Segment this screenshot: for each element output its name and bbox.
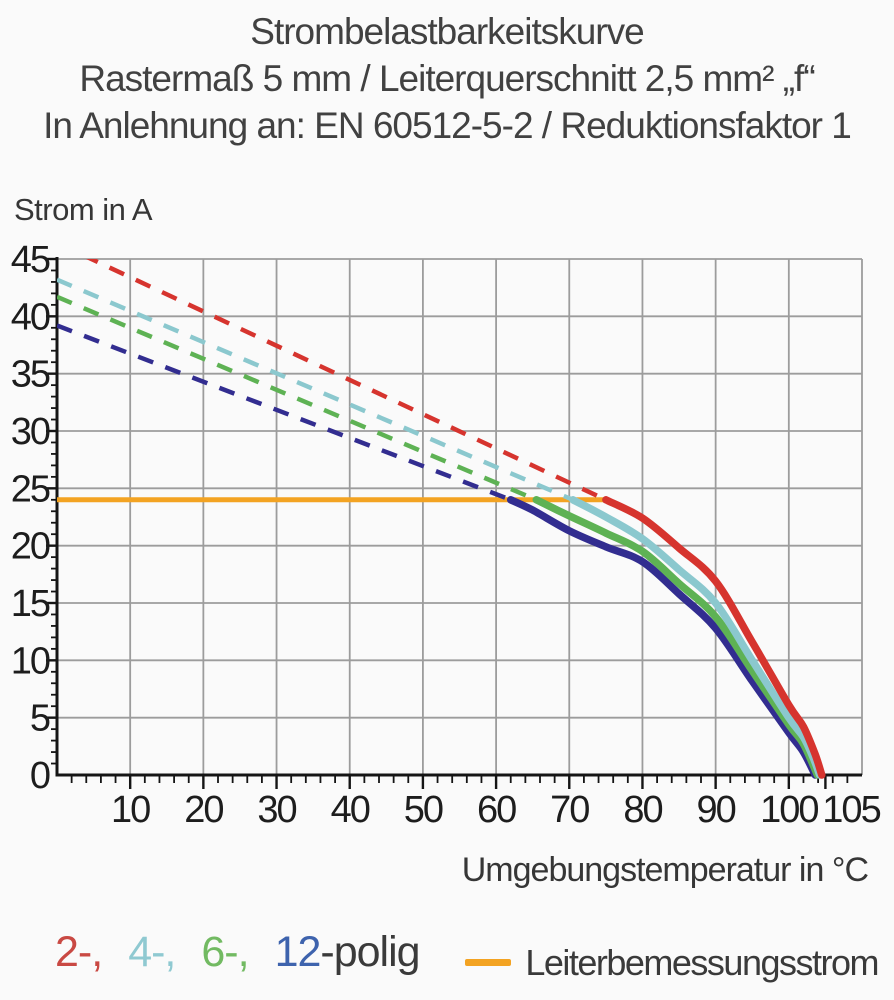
curve-6-polig bbox=[532, 496, 822, 779]
y-tick-label: 0 bbox=[30, 755, 50, 797]
y-tick-label: 35 bbox=[11, 354, 50, 396]
chart-canvas: 0 5 10 15 20 25 30 35 40 45 10 20 30 40 50 60 70 80 90 100 1… bbox=[11, 239, 883, 831]
curve-2-polig bbox=[602, 496, 826, 779]
legend-reference: Leiterbemessungsstrom bbox=[465, 941, 879, 984]
legend-poles-suffix: -polig bbox=[320, 928, 420, 976]
curve-4-polig bbox=[569, 496, 824, 779]
legend-pole-4: 4-, bbox=[128, 928, 176, 976]
dashed-curve-4-polig bbox=[57, 277, 574, 502]
title-line-3: In Anlehnung an: EN 60512-5-2 / Reduktio… bbox=[43, 105, 852, 146]
y-axis-title: Strom in A bbox=[14, 192, 153, 227]
y-tick-label: 10 bbox=[11, 640, 50, 682]
title-line-1: Strombelastbarkeitskurve bbox=[250, 11, 644, 52]
y-tick-label: 20 bbox=[11, 526, 50, 568]
x-tick-label: 60 bbox=[477, 789, 516, 831]
legend: 2-, 4-, 6-, 12 -polig Leiterbemessungsst… bbox=[55, 928, 879, 984]
x-axis-title: Umgebungstemperatur in °C bbox=[461, 851, 869, 889]
x-tick-label: 30 bbox=[257, 789, 296, 831]
dashed-curve-12-polig bbox=[57, 323, 512, 502]
x-tick-label: 50 bbox=[404, 789, 443, 831]
legend-pole-6: 6-, bbox=[201, 928, 249, 976]
reference-line-label: Leiterbemessungsstrom bbox=[525, 941, 879, 983]
y-tick-label: 45 bbox=[11, 239, 50, 281]
legend-poles: 2-, 4-, 6-, 12 -polig bbox=[55, 928, 421, 977]
x-tick-label: 20 bbox=[184, 789, 223, 831]
dashed-curve-2-polig bbox=[85, 259, 607, 502]
x-tick-label: 80 bbox=[623, 789, 662, 831]
title-line-2: Rastermaß 5 mm / Leiterquerschnitt 2,5 m… bbox=[79, 58, 815, 99]
x-tick-label: 40 bbox=[331, 789, 370, 831]
y-tick-label: 5 bbox=[30, 698, 50, 740]
chart-title: Strombelastbarkeitskurve Rastermaß 5 mm … bbox=[0, 8, 894, 149]
x-tick-label: 10 bbox=[111, 789, 150, 831]
reference-line-swatch bbox=[465, 959, 512, 966]
x-tick-label: 100 bbox=[760, 789, 818, 831]
x-tick-label: 90 bbox=[696, 789, 735, 831]
x-tick-label: 105 bbox=[822, 789, 880, 831]
y-tick-label: 25 bbox=[11, 468, 50, 510]
dashed-curve-6-polig bbox=[57, 294, 538, 502]
y-tick-label: 40 bbox=[11, 296, 50, 338]
y-tick-label: 30 bbox=[11, 411, 50, 453]
y-tick-label: 15 bbox=[11, 583, 50, 625]
curve-12-polig bbox=[506, 496, 819, 779]
legend-pole-2: 2-, bbox=[55, 928, 103, 976]
plot-area bbox=[57, 259, 862, 775]
x-tick-label: 70 bbox=[550, 789, 589, 831]
legend-pole-12: 12 bbox=[274, 928, 322, 976]
